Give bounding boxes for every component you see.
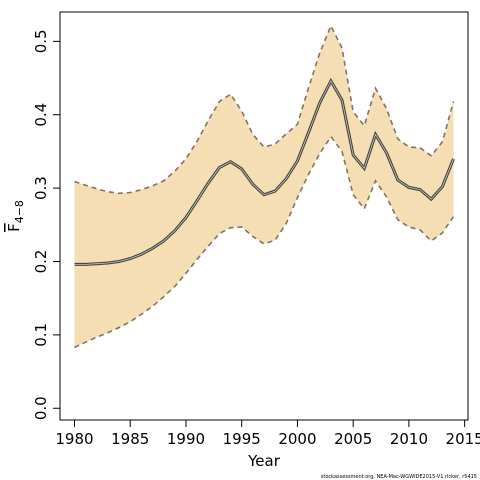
x-tick-label-1980: 1980 [55,430,93,448]
x-axis: 1980 1985 1990 1995 2000 2005 2010 2015 [55,420,480,448]
x-tick-label-2000: 2000 [278,430,316,448]
y-tick-label-0.2: 0.2 [32,250,50,274]
y-axis-label: F4−8 [5,200,26,232]
y-tick-label-0.4: 0.4 [32,103,50,127]
y-tick-label-0.3: 0.3 [32,176,50,200]
x-tick-label-2005: 2005 [334,430,372,448]
footnote: stockassessment.org, NEA-Mac-WGWIDE2015-… [321,474,477,480]
x-tick-label-1990: 1990 [167,430,205,448]
y-axis-label-main: F [5,223,23,232]
y-tick-label-0.5: 0.5 [32,29,50,53]
y-axis-label-subscript: 4−8 [13,200,26,223]
y-tick-label-0.1: 0.1 [32,323,50,347]
y-tick-label-0.0: 0.0 [32,396,50,420]
x-tick-label-1985: 1985 [111,430,149,448]
x-tick-label-2010: 2010 [390,430,428,448]
x-tick-label-1995: 1995 [223,430,261,448]
x-axis-label: Year [247,452,281,470]
upper-bound-line [74,23,455,195]
y-axis: 0.0 0.1 0.2 0.3 0.4 0.5 [32,29,60,420]
confidence-band [74,25,454,348]
x-tick-label-2015: 2015 [446,430,480,448]
plot-frame [59,11,469,421]
lower-bound-line [74,135,455,349]
estimate-line [74,80,454,265]
